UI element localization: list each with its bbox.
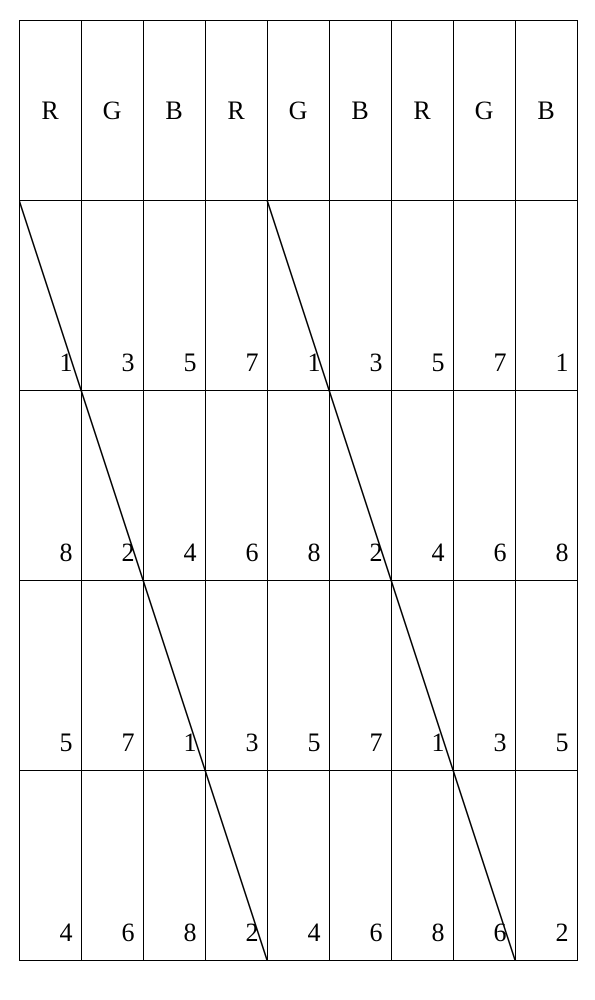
table-cell: 7	[453, 201, 515, 391]
table-cell: 4	[19, 771, 81, 961]
table-cell: 4	[391, 391, 453, 581]
table-cell: 1	[143, 581, 205, 771]
table-cell: 7	[329, 581, 391, 771]
table-cell: 1	[515, 201, 577, 391]
table-cell: 6	[329, 771, 391, 961]
table-cell: 7	[205, 201, 267, 391]
table-cell: 3	[329, 201, 391, 391]
table-cell: 1	[19, 201, 81, 391]
header-cell: B	[515, 21, 577, 201]
table-cell: 8	[143, 771, 205, 961]
table-cell: 8	[391, 771, 453, 961]
table-cell: 5	[515, 581, 577, 771]
pixel-grid-table: RGBRGBRGB1357135718246824685713571354682…	[19, 20, 578, 961]
table-cell: 3	[81, 201, 143, 391]
table-cell: 5	[143, 201, 205, 391]
header-cell: R	[19, 21, 81, 201]
table-row: 135713571	[19, 201, 577, 391]
table-cell: 1	[267, 201, 329, 391]
table-cell: 1	[391, 581, 453, 771]
table-cell: 4	[267, 771, 329, 961]
header-cell: R	[205, 21, 267, 201]
table-cell: 4	[143, 391, 205, 581]
header-cell: B	[143, 21, 205, 201]
header-cell: G	[453, 21, 515, 201]
table-cell: 6	[453, 391, 515, 581]
header-cell: R	[391, 21, 453, 201]
table-cell: 8	[267, 391, 329, 581]
table-row: 468246862	[19, 771, 577, 961]
table-cell: 2	[329, 391, 391, 581]
table-row: 824682468	[19, 391, 577, 581]
header-row: RGBRGBRGB	[19, 21, 577, 201]
table-cell: 8	[515, 391, 577, 581]
table-row: 571357135	[19, 581, 577, 771]
table-cell: 6	[453, 771, 515, 961]
table-cell: 5	[391, 201, 453, 391]
table-cell: 7	[81, 581, 143, 771]
table-cell: 2	[515, 771, 577, 961]
header-cell: G	[267, 21, 329, 201]
table-cell: 6	[81, 771, 143, 961]
header-cell: G	[81, 21, 143, 201]
table-cell: 6	[205, 391, 267, 581]
header-cell: B	[329, 21, 391, 201]
table-cell: 8	[19, 391, 81, 581]
table-cell: 2	[205, 771, 267, 961]
pixel-grid-diagram: RGBRGBRGB1357135718246824685713571354682…	[19, 20, 577, 960]
table-cell: 5	[19, 581, 81, 771]
table-cell: 3	[453, 581, 515, 771]
table-cell: 2	[81, 391, 143, 581]
table-cell: 5	[267, 581, 329, 771]
table-cell: 3	[205, 581, 267, 771]
